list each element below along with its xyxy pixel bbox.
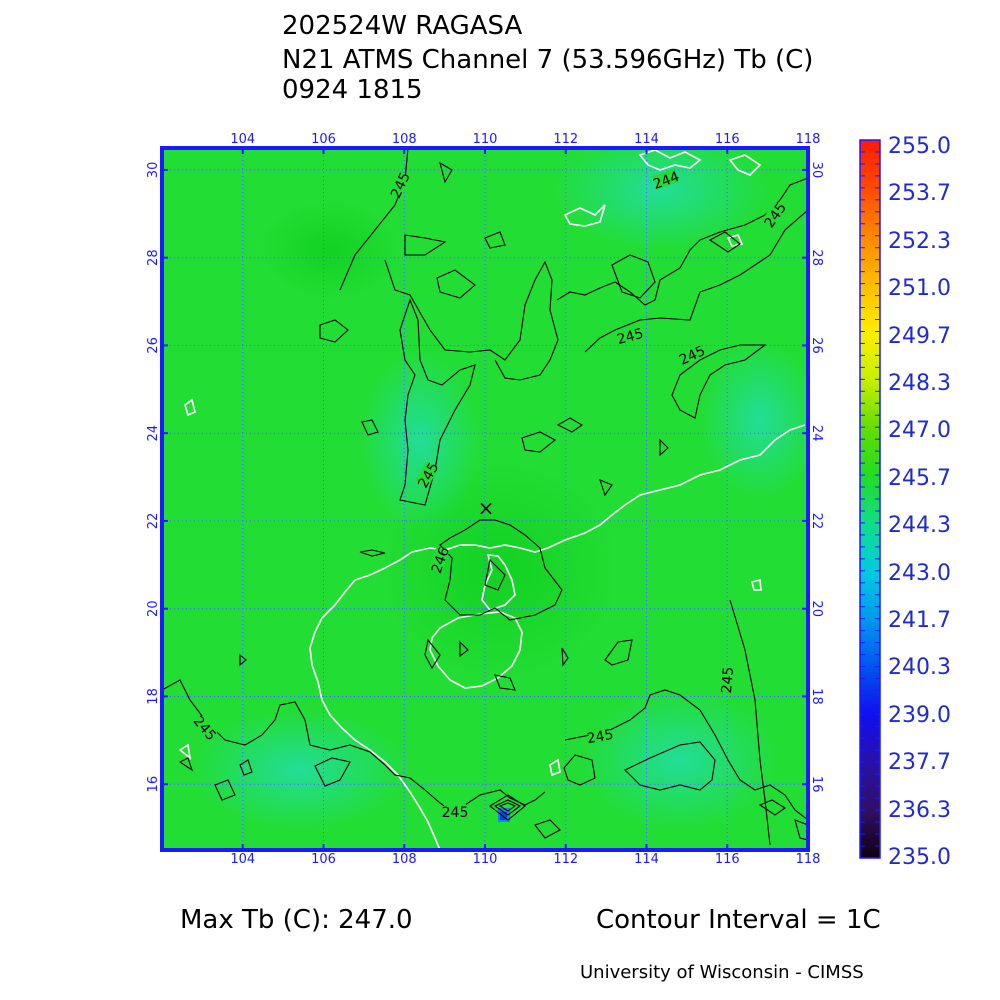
contour-label-bg — [428, 546, 450, 573]
lat-label-right: 20 — [809, 600, 824, 617]
lon-label-bottom: 106 — [311, 852, 336, 867]
colorbar-value-label: 240.3 — [888, 655, 951, 681]
coastline — [178, 149, 806, 850]
colorbar-value-label: 248.3 — [888, 371, 951, 396]
colorbar-value-label: 237.7 — [888, 750, 951, 776]
colorbar-value-label: 236.3 — [888, 797, 951, 823]
colorbar-value-label: 249.7 — [888, 323, 951, 349]
contour-label-bg — [762, 201, 787, 228]
map-tick-labels: 104 104 106 106 108 108 110 110 112 112 114 114 116 1… — [146, 132, 824, 867]
colorbar-value-label: 247.0 — [888, 418, 951, 444]
lon-label-top: 112 — [553, 132, 578, 147]
map-ticks — [160, 146, 810, 852]
contour-label: 245 — [586, 727, 615, 747]
lat-label-left: 22 — [146, 513, 161, 530]
contour-label-bg — [652, 168, 679, 190]
contours — [162, 148, 808, 846]
lon-label-bottom: 116 — [715, 852, 740, 867]
lat-label-left: 20 — [146, 600, 161, 617]
lat-label-left: 28 — [146, 249, 161, 266]
frame-right-edge — [806, 146, 810, 852]
lon-label-bottom: 104 — [230, 852, 255, 867]
colorbar-value-label: 235.0 — [888, 845, 951, 870]
lat-label-right: 24 — [809, 425, 824, 442]
lat-label-right: 22 — [809, 513, 824, 530]
datetime-title: 0924 1815 — [282, 75, 423, 105]
lon-label-top: 114 — [634, 132, 659, 147]
contour-label-bg — [678, 343, 705, 366]
lat-label-right: 18 — [809, 688, 824, 705]
lon-label-top: 110 — [473, 132, 498, 147]
lon-label-bottom: 110 — [473, 852, 498, 867]
contour-label-bg — [193, 714, 219, 741]
product-title: N21 ATMS Channel 7 (53.596GHz) Tb (C) — [282, 45, 814, 75]
lat-label-left: 16 — [146, 776, 161, 793]
contour-label-bg — [415, 461, 439, 488]
lon-label-bottom: 118 — [796, 852, 821, 867]
lon-label-top: 108 — [392, 132, 417, 147]
lon-label-bottom: 108 — [392, 852, 417, 867]
colorbar-value-label: 244.3 — [888, 513, 951, 539]
lon-label-top: 116 — [715, 132, 740, 147]
max-tb-label: Max Tb (C): 247.0 — [180, 905, 413, 935]
credit-label: University of Wisconsin - CIMSS — [580, 962, 864, 983]
lat-label-right: 16 — [809, 776, 824, 793]
colorbar — [859, 139, 881, 859]
lat-label-right: 28 — [809, 249, 824, 266]
frame-bottom-edge — [160, 848, 810, 852]
lat-label-right: 30 — [809, 162, 824, 179]
colorbar-value-label: 253.7 — [888, 181, 951, 207]
colorbar-value-label: 252.3 — [888, 228, 951, 254]
frame-left-edge — [160, 146, 164, 852]
contour-label: 245 — [615, 326, 645, 348]
lat-label-left: 30 — [146, 162, 161, 179]
frame-top-edge — [160, 146, 810, 150]
colorbar-value-label: 245.7 — [888, 465, 951, 491]
lon-label-bottom: 112 — [553, 852, 578, 867]
lon-label-top: 106 — [311, 132, 336, 147]
colorbar-value-label: 241.7 — [888, 608, 951, 633]
contour-label-bg — [587, 726, 612, 744]
contour-label: 245 — [442, 805, 469, 821]
lat-lon-grid — [162, 148, 808, 850]
contour-label-bg — [388, 171, 411, 198]
contour-label-bg — [444, 804, 466, 818]
lat-label-right: 26 — [809, 337, 824, 354]
lat-label-left: 26 — [146, 337, 161, 354]
colorbar-value-label: 239.0 — [888, 702, 951, 728]
colorbar-value-label: 255.0 — [888, 134, 951, 159]
lat-label-left: 18 — [146, 688, 161, 705]
colorbar-value-label: 243.0 — [888, 560, 951, 586]
storm-title: 202524W RAGASA — [282, 11, 523, 41]
contour-label-bg — [617, 325, 643, 345]
lon-label-bottom: 114 — [634, 852, 659, 867]
contour-interval-label: Contour Interval = 1C — [596, 905, 881, 935]
storm-center-marker: × — [478, 496, 495, 520]
lat-label-left: 24 — [146, 425, 161, 442]
lon-label-top: 118 — [796, 132, 821, 147]
contour-label-bg — [718, 668, 734, 692]
contour-label: 245 — [719, 666, 737, 694]
lon-label-top: 104 — [230, 132, 255, 147]
colorbar-value-label: 251.0 — [888, 276, 951, 302]
